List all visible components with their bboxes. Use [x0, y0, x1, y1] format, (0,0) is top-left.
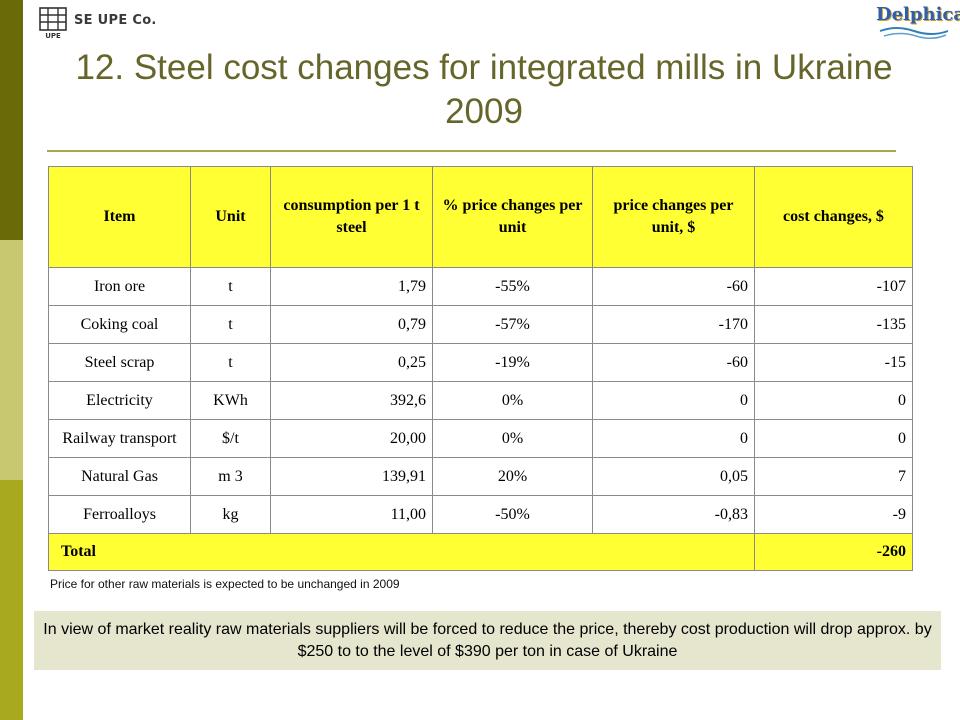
table-row: Coking coal t 0,79 -57% -170 -135 — [48, 305, 913, 344]
cell-price: -60 — [592, 343, 755, 382]
cell-pct: 0% — [432, 381, 593, 420]
cell-cost: -107 — [754, 267, 913, 306]
page-title: 12. Steel cost changes for integrated mi… — [75, 48, 893, 131]
footnote: Price for other raw materials is expecte… — [50, 577, 400, 591]
cell-unit: t — [190, 343, 271, 382]
title-divider — [47, 150, 896, 152]
cell-unit: $/t — [190, 419, 271, 458]
cell-consumption: 1,79 — [270, 267, 433, 306]
table-total-row: Total -260 — [48, 533, 913, 571]
cell-price: 0,05 — [592, 457, 755, 496]
cell-unit: kg — [190, 495, 271, 534]
company-logo: UPE SE UPE Co. — [38, 6, 157, 40]
total-value: -260 — [754, 533, 913, 571]
cell-cost: -15 — [754, 343, 913, 382]
table-row: Electricity KWh 392,6 0% 0 0 — [48, 381, 913, 420]
col-header-pct-price-change: % price changes per unit — [432, 166, 593, 268]
cell-pct: -50% — [432, 495, 593, 534]
cell-cost: -135 — [754, 305, 913, 344]
building-logo-icon: UPE — [39, 7, 67, 40]
cell-price: -60 — [592, 267, 755, 306]
steel-cost-table: Item Unit consumption per 1 t steel % pr… — [48, 166, 913, 571]
cell-item: Railway transport — [48, 419, 191, 458]
left-stripe-middle — [0, 240, 23, 480]
table-row: Railway transport $/t 20,00 0% 0 0 — [48, 419, 913, 458]
cell-cost: 7 — [754, 457, 913, 496]
table-row: Iron ore t 1,79 -55% -60 -107 — [48, 267, 913, 306]
cell-unit: KWh — [190, 381, 271, 420]
cell-cost: -9 — [754, 495, 913, 534]
left-stripe-top — [0, 0, 23, 240]
delphica-logo: Delphica — [876, 4, 960, 40]
col-header-cost-change: cost changes, $ — [754, 166, 913, 268]
cell-unit: t — [190, 267, 271, 306]
cell-item: Electricity — [48, 381, 191, 420]
cell-pct: -55% — [432, 267, 593, 306]
cell-consumption: 139,91 — [270, 457, 433, 496]
cell-price: 0 — [592, 381, 755, 420]
delphica-wave-logo-icon — [879, 27, 949, 39]
cell-item: Coking coal — [48, 305, 191, 344]
cell-item: Natural Gas — [48, 457, 191, 496]
cell-pct: -57% — [432, 305, 593, 344]
cell-cost: 0 — [754, 419, 913, 458]
cell-pct: -19% — [432, 343, 593, 382]
table-header-row: Item Unit consumption per 1 t steel % pr… — [48, 166, 913, 268]
cell-item: Iron ore — [48, 267, 191, 306]
logo-left-text: UPE — [45, 32, 61, 40]
left-stripe-bottom — [0, 480, 23, 720]
cell-consumption: 392,6 — [270, 381, 433, 420]
col-header-consumption: consumption per 1 t steel — [270, 166, 433, 268]
cell-consumption: 0,25 — [270, 343, 433, 382]
cell-item: Steel scrap — [48, 343, 191, 382]
table-row: Natural Gas m 3 139,91 20% 0,05 7 — [48, 457, 913, 496]
cell-price: -170 — [592, 305, 755, 344]
cell-consumption: 0,79 — [270, 305, 433, 344]
conclusion-text: In view of market reality raw materials … — [43, 620, 932, 660]
cell-consumption: 11,00 — [270, 495, 433, 534]
cell-cost: 0 — [754, 381, 913, 420]
cell-unit: t — [190, 305, 271, 344]
total-label: Total — [48, 533, 755, 571]
table-row: Steel scrap t 0,25 -19% -60 -15 — [48, 343, 913, 382]
cell-price: 0 — [592, 419, 755, 458]
company-name: SE UPE Co. — [74, 12, 157, 28]
cell-price: -0,83 — [592, 495, 755, 534]
delphica-logo-text: Delphica — [876, 4, 960, 25]
cell-unit: m 3 — [190, 457, 271, 496]
cell-consumption: 20,00 — [270, 419, 433, 458]
table-row: Ferroalloys kg 11,00 -50% -0,83 -9 — [48, 495, 913, 534]
conclusion-box: In view of market reality raw materials … — [34, 611, 941, 670]
col-header-price-change: price changes per unit, $ — [592, 166, 755, 268]
cell-item: Ferroalloys — [48, 495, 191, 534]
cell-pct: 0% — [432, 419, 593, 458]
cell-pct: 20% — [432, 457, 593, 496]
col-header-item: Item — [48, 166, 191, 268]
col-header-unit: Unit — [190, 166, 271, 268]
